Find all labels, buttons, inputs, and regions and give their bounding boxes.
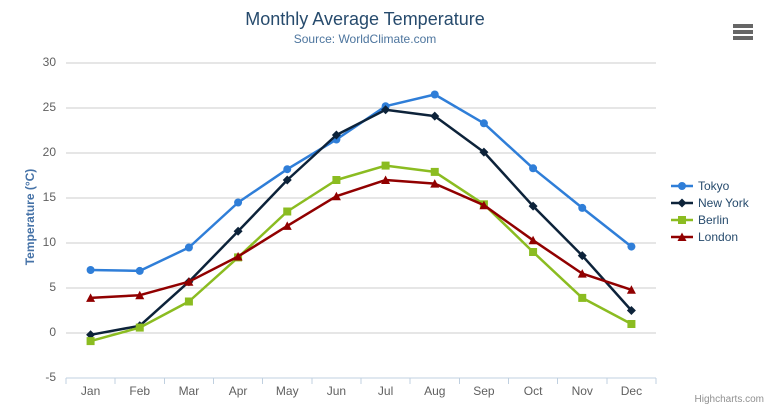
legend-item-london[interactable]: London xyxy=(671,228,749,245)
x-axis-label: Jan xyxy=(80,384,101,398)
legend-label: New York xyxy=(698,195,749,210)
series-berlin[interactable] xyxy=(86,161,636,346)
legend-label: London xyxy=(698,229,739,244)
x-axis-label: Aug xyxy=(424,384,446,398)
x-axis-label: Jun xyxy=(326,384,347,398)
x-axis-label: Nov xyxy=(571,384,593,398)
x-axis-label: Mar xyxy=(178,384,200,398)
y-axis-title: Temperature (°C) xyxy=(23,168,37,266)
series-london[interactable] xyxy=(86,175,636,302)
legend-item-berlin[interactable]: Berlin xyxy=(671,211,749,228)
x-axis-label: Jul xyxy=(377,384,394,398)
series-line-new-york xyxy=(89,108,633,337)
y-axis-label: 20 xyxy=(42,145,56,159)
chart-subtitle: Source: WorldClimate.com xyxy=(293,32,437,46)
hamburger-icon xyxy=(733,24,753,28)
y-axis-label: 25 xyxy=(42,100,56,114)
legend-item-new-york[interactable]: New York xyxy=(671,194,749,211)
y-axis-label: 15 xyxy=(42,190,56,204)
y-axis-label: 0 xyxy=(49,325,56,339)
export-menu-button[interactable] xyxy=(731,16,755,36)
x-axis-label: Feb xyxy=(129,384,151,398)
legend-marker-diamond-icon xyxy=(671,198,693,207)
legend-marker-square-icon xyxy=(671,215,693,224)
legend-marker-triangle-icon xyxy=(671,232,693,241)
legend-label: Berlin xyxy=(698,212,729,227)
y-axis-label: -5 xyxy=(45,370,56,384)
x-axis-label: May xyxy=(275,384,299,398)
y-axis-label: 30 xyxy=(42,55,56,69)
x-axis-label: Apr xyxy=(228,384,248,398)
legend-item-tokyo[interactable]: Tokyo xyxy=(671,177,749,194)
legend: Tokyo New York Berlin London xyxy=(671,177,749,245)
y-axis-label: 10 xyxy=(42,235,56,249)
series-line-london xyxy=(89,178,633,300)
credits-link[interactable]: Highcharts.com xyxy=(694,394,764,405)
legend-label: Tokyo xyxy=(698,178,730,193)
series-line-tokyo xyxy=(89,93,633,273)
chart-title: Monthly Average Temperature xyxy=(245,9,485,29)
series-line-berlin xyxy=(89,164,633,343)
series-new-york[interactable] xyxy=(86,105,636,340)
x-axis-label: Dec xyxy=(620,384,643,398)
x-axis-label: Oct xyxy=(523,384,543,398)
series-tokyo[interactable] xyxy=(86,90,636,275)
legend-marker-circle-icon xyxy=(671,181,693,190)
x-axis-label: Sep xyxy=(473,384,495,398)
y-axis-label: 5 xyxy=(49,280,56,294)
